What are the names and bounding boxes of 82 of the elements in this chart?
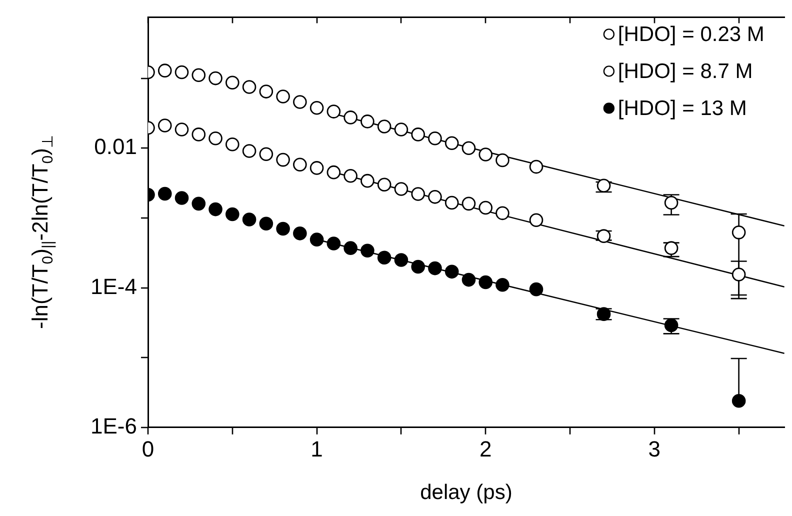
point bbox=[478, 148, 493, 162]
point bbox=[310, 100, 324, 115]
point bbox=[732, 226, 746, 240]
x-axis-title: delay (ps) bbox=[420, 481, 512, 504]
point bbox=[664, 196, 678, 210]
point bbox=[293, 158, 307, 172]
point bbox=[411, 128, 425, 142]
point bbox=[596, 178, 611, 193]
point bbox=[360, 114, 374, 128]
point bbox=[158, 64, 172, 78]
point bbox=[192, 68, 206, 82]
point bbox=[174, 122, 189, 136]
point bbox=[360, 244, 374, 258]
point bbox=[293, 226, 307, 240]
x-tick-label: 3 bbox=[648, 436, 661, 462]
point bbox=[377, 120, 392, 134]
point bbox=[428, 261, 442, 276]
point bbox=[411, 187, 425, 201]
point bbox=[344, 169, 358, 183]
point bbox=[326, 236, 341, 250]
point bbox=[158, 118, 172, 132]
point bbox=[174, 65, 189, 80]
point bbox=[259, 84, 274, 98]
point bbox=[444, 264, 459, 279]
point bbox=[377, 250, 392, 265]
point bbox=[208, 202, 222, 216]
point bbox=[208, 131, 222, 146]
point bbox=[394, 122, 408, 136]
x-tick-label: 2 bbox=[479, 436, 492, 462]
point bbox=[496, 206, 510, 220]
y-tick-label: 0.01 bbox=[94, 134, 137, 160]
point bbox=[732, 268, 746, 282]
point bbox=[462, 272, 476, 287]
point bbox=[732, 394, 746, 408]
point bbox=[242, 144, 256, 158]
point bbox=[496, 153, 510, 168]
point bbox=[174, 191, 189, 205]
point bbox=[192, 128, 206, 142]
point bbox=[226, 76, 240, 90]
point bbox=[276, 222, 290, 236]
point bbox=[310, 232, 324, 246]
point bbox=[377, 178, 392, 192]
point bbox=[394, 182, 408, 196]
y-tick-label: 1E-6 bbox=[90, 413, 137, 438]
point bbox=[344, 241, 358, 255]
point bbox=[259, 216, 274, 230]
point bbox=[462, 196, 476, 211]
point bbox=[462, 141, 476, 156]
point bbox=[259, 147, 274, 162]
point bbox=[478, 200, 493, 215]
point bbox=[478, 275, 493, 290]
point bbox=[226, 138, 240, 152]
point bbox=[496, 278, 510, 292]
legend-label: [HDO] = 0.23 M bbox=[618, 22, 764, 46]
point bbox=[276, 152, 290, 167]
point bbox=[360, 174, 374, 188]
point bbox=[276, 90, 290, 104]
point bbox=[192, 196, 206, 211]
point bbox=[428, 131, 442, 146]
point bbox=[529, 213, 544, 228]
legend-label: [HDO] = 8.7 M bbox=[618, 60, 753, 83]
point bbox=[344, 110, 358, 124]
point bbox=[326, 104, 341, 118]
point bbox=[428, 190, 442, 204]
point bbox=[444, 136, 459, 150]
point bbox=[394, 253, 408, 267]
x-tick-label: 1 bbox=[310, 436, 323, 462]
x-tick-label: 0 bbox=[142, 436, 154, 462]
point bbox=[242, 80, 256, 94]
point bbox=[326, 165, 341, 180]
legend-label: [HDO] = 13 M bbox=[618, 96, 747, 120]
point bbox=[226, 207, 240, 222]
point bbox=[444, 196, 459, 210]
point bbox=[310, 161, 324, 175]
point bbox=[293, 95, 307, 109]
y-tick-label: 1E-4 bbox=[90, 274, 137, 299]
point bbox=[158, 186, 172, 201]
point bbox=[529, 160, 544, 174]
point bbox=[411, 260, 425, 274]
point bbox=[242, 212, 256, 226]
point bbox=[529, 282, 544, 296]
point bbox=[208, 71, 222, 86]
